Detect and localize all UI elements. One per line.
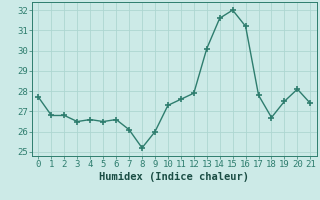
X-axis label: Humidex (Indice chaleur): Humidex (Indice chaleur) xyxy=(100,172,249,182)
